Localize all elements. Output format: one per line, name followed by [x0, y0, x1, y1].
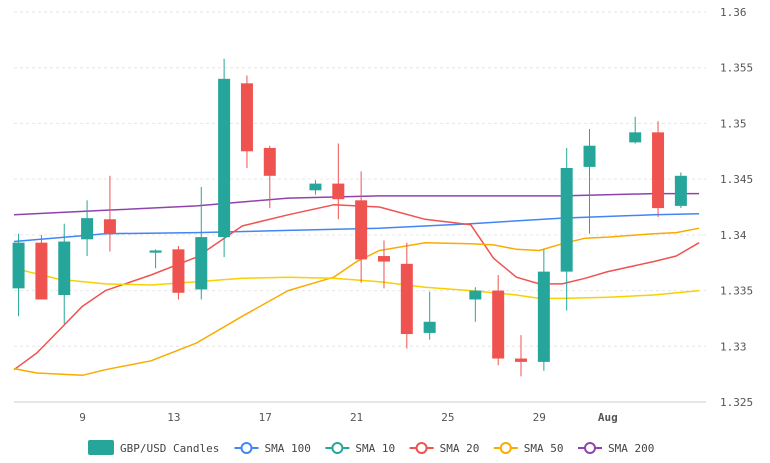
candle[interactable]: [58, 223, 71, 324]
y-tick-label: 1.325: [720, 396, 753, 409]
x-tick-label: 9: [79, 411, 86, 424]
legend-label: GBP/USD Candles: [120, 442, 219, 455]
grid-layer: [14, 11, 706, 347]
candle-body: [218, 78, 231, 238]
candle-body: [492, 290, 505, 359]
y-tick-label: 1.33: [720, 340, 747, 353]
candle-body: [240, 83, 253, 152]
axis-layer: 1.325 1.33 1.335 1.34 1.345 1.35 1.355 1.36 9 13 1…: [14, 6, 753, 424]
candle-body: [58, 241, 71, 296]
candle-body: [515, 358, 528, 362]
candle-body: [469, 290, 482, 300]
candle-body: [537, 271, 550, 362]
x-tick-label: 29: [533, 411, 546, 424]
candle[interactable]: [240, 75, 253, 168]
legend-swatch-marker: [415, 442, 428, 454]
candle[interactable]: [355, 171, 368, 283]
legend-item[interactable]: SMA 200: [578, 442, 654, 455]
candle-body: [332, 183, 345, 200]
legend-label: SMA 10: [355, 442, 395, 455]
y-tick-label: 1.34: [720, 229, 747, 242]
candle[interactable]: [423, 291, 436, 340]
candle[interactable]: [263, 145, 276, 209]
legend-label: SMA 200: [608, 442, 654, 455]
sma-lines-layer: [13, 192, 700, 377]
legend-item[interactable]: SMA 100: [234, 442, 311, 455]
candle[interactable]: [537, 249, 550, 371]
y-tick-label: 1.345: [720, 173, 753, 186]
candle[interactable]: [400, 242, 413, 349]
candle[interactable]: [515, 335, 528, 377]
candle[interactable]: [492, 274, 505, 366]
legend-item[interactable]: SMA 10: [325, 442, 395, 455]
legend-label: SMA 20: [440, 442, 480, 455]
candle-body: [423, 321, 436, 333]
candle-body: [400, 263, 413, 335]
legend[interactable]: GBP/USD Candles SMA 100 SMA 10 SMA 20 SMA 50…: [88, 440, 654, 455]
candle-body: [263, 147, 276, 176]
y-tick-label: 1.335: [720, 285, 753, 298]
candle-body: [652, 132, 665, 209]
y-tick-label: 1.36: [720, 6, 747, 19]
candle[interactable]: [309, 180, 322, 195]
candle-body: [583, 145, 596, 167]
candle-body: [377, 256, 390, 262]
candle-body: [81, 218, 94, 240]
candle-body: [103, 219, 116, 234]
candle[interactable]: [652, 121, 665, 218]
candle[interactable]: [195, 186, 208, 300]
legend-swatch-marker: [499, 442, 512, 454]
candles-layer: [12, 58, 687, 377]
candle-body: [195, 237, 208, 290]
candle-body: [149, 250, 162, 253]
sma-line: [13, 227, 700, 377]
legend-swatch-marker: [331, 442, 344, 454]
candle[interactable]: [12, 233, 25, 317]
y-tick-label: 1.35: [720, 117, 747, 130]
candle[interactable]: [629, 116, 642, 144]
candle[interactable]: [218, 58, 231, 258]
candle-body: [560, 168, 573, 272]
candle-body: [309, 183, 322, 191]
legend-item[interactable]: GBP/USD Candles: [88, 440, 219, 455]
x-tick-label: 17: [259, 411, 272, 424]
candle-body: [35, 242, 48, 300]
candle[interactable]: [674, 172, 687, 209]
candle[interactable]: [583, 129, 596, 234]
x-tick-label: 13: [167, 411, 180, 424]
sma-line: [13, 204, 700, 371]
legend-label: SMA 50: [524, 442, 564, 455]
x-tick-label: Aug: [598, 411, 618, 424]
sma-line: [13, 267, 700, 300]
legend-swatch-marker: [240, 442, 253, 454]
legend-swatch-marker: [584, 442, 596, 454]
candle[interactable]: [560, 147, 573, 311]
candle[interactable]: [81, 200, 94, 257]
candle-body: [172, 249, 185, 293]
candle[interactable]: [332, 143, 345, 220]
candle[interactable]: [172, 246, 185, 300]
candle[interactable]: [149, 249, 162, 269]
candle[interactable]: [377, 240, 390, 289]
x-tick-label: 25: [441, 411, 454, 424]
sma-line: [13, 212, 700, 243]
sma-line: [13, 192, 700, 216]
legend-swatch-box: [88, 440, 114, 455]
candle-body: [629, 132, 642, 143]
candle-body: [355, 200, 368, 260]
candle[interactable]: [35, 234, 48, 300]
candle-body: [12, 242, 25, 289]
candle-body: [674, 175, 687, 206]
y-tick-label: 1.355: [720, 62, 753, 75]
legend-item[interactable]: SMA 50: [493, 442, 564, 455]
candle[interactable]: [103, 175, 116, 252]
x-tick-label: 21: [350, 411, 363, 424]
legend-label: SMA 100: [265, 442, 311, 455]
legend-item[interactable]: SMA 20: [409, 442, 480, 455]
candle[interactable]: [469, 287, 482, 322]
